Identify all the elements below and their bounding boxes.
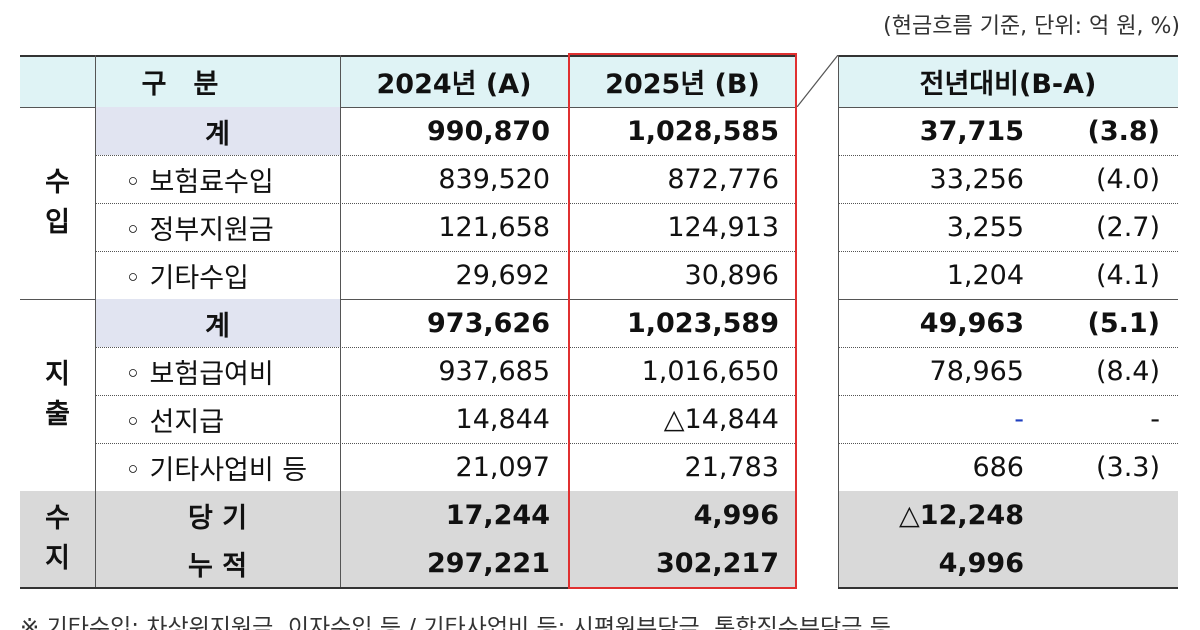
row-border [838, 395, 1178, 396]
row-border [838, 443, 1178, 444]
value-pct: (5.1) [1087, 307, 1160, 339]
balance-bg [20, 491, 797, 539]
col-border [95, 55, 96, 587]
group-label: 지 [45, 543, 70, 574]
header-bg [838, 55, 1178, 107]
row-border [20, 299, 797, 300]
highlight-frame [568, 53, 797, 589]
row-border [838, 587, 1178, 589]
value-b: 4,996 [693, 499, 779, 531]
value-a: 21,097 [455, 451, 550, 483]
group-label: 출 [45, 399, 70, 430]
row-border [95, 203, 797, 204]
value-pct: (3.8) [1087, 115, 1160, 147]
value-diff: 78,965 [929, 355, 1024, 387]
value-diff: - [1014, 403, 1024, 435]
header-cell: 구 분 [141, 68, 219, 100]
value-b: 124,913 [667, 211, 779, 243]
header-bg [20, 55, 797, 107]
group-label: 지 [45, 359, 70, 390]
row-label: ◦ 선지급 [125, 406, 225, 438]
row-label: 누 적 [187, 550, 248, 582]
row-border [838, 155, 1178, 156]
value-a: 973,626 [427, 307, 550, 339]
total-bg [95, 299, 340, 347]
value-b: 1,028,585 [626, 115, 779, 147]
value-pct: (4.1) [1095, 259, 1160, 291]
value-pct: - [1150, 403, 1160, 435]
footnote: ※ 기타수입: 차상위지원금, 이자수입 등 / 기타사업비 등: 시편원부담금… [20, 615, 891, 630]
row-border [95, 251, 797, 252]
row-label: ◦ 보험료수입 [125, 166, 274, 198]
group-label: 수 [45, 167, 70, 198]
value-diff: 49,963 [919, 307, 1024, 339]
value-pct: (2.7) [1095, 211, 1160, 243]
unit-note: (현금흐름 기준, 단위: 억 원, %) [883, 14, 1180, 39]
value-b: 302,217 [656, 547, 779, 579]
value-a: 297,221 [427, 547, 550, 579]
value-diff: 1,204 [946, 259, 1024, 291]
value-b: 21,783 [684, 451, 779, 483]
balance-bg [20, 539, 797, 587]
value-diff: 33,256 [929, 163, 1024, 195]
row-border [20, 587, 797, 589]
row-border [20, 107, 797, 108]
connector [797, 55, 838, 107]
col-border [340, 55, 341, 587]
value-b: △14,844 [663, 403, 779, 435]
row-border [838, 347, 1178, 348]
value-b: 872,776 [667, 163, 779, 195]
row-label: ◦ 기타수입 [125, 262, 249, 294]
header-cell: 2025년 (B) [605, 68, 760, 100]
value-a: 29,692 [455, 259, 550, 291]
value-a: 121,658 [438, 211, 550, 243]
value-a: 17,244 [445, 499, 550, 531]
row-border [95, 347, 797, 348]
value-a: 990,870 [427, 115, 550, 147]
balance-bg [838, 491, 1178, 539]
col-border [838, 55, 839, 587]
value-pct: (3.3) [1095, 451, 1160, 483]
row-label: 계 [205, 118, 230, 150]
total-bg [95, 107, 340, 155]
row-label: 당 기 [187, 502, 248, 534]
value-diff: 686 [972, 451, 1024, 483]
header-cell: 2024년 (A) [376, 68, 532, 100]
value-diff: 3,255 [946, 211, 1024, 243]
row-border [838, 203, 1178, 204]
group-label: 수 [45, 503, 70, 534]
value-a: 14,844 [455, 403, 550, 435]
row-border [95, 155, 797, 156]
value-b: 1,016,650 [641, 355, 779, 387]
group-label: 입 [45, 207, 70, 238]
row-border [95, 443, 797, 444]
value-a: 937,685 [438, 355, 550, 387]
row-label: 계 [205, 310, 230, 342]
value-b: 30,896 [684, 259, 779, 291]
value-pct: (8.4) [1095, 355, 1160, 387]
row-label: ◦ 정부지원금 [125, 214, 274, 246]
row-border [838, 55, 1178, 57]
balance-bg [838, 539, 1178, 587]
value-diff: 37,715 [919, 115, 1024, 147]
row-border [838, 251, 1178, 252]
value-b: 1,023,589 [626, 307, 779, 339]
value-pct: (4.0) [1095, 163, 1160, 195]
row-border [838, 107, 1178, 108]
row-border [20, 55, 797, 57]
row-border [95, 395, 797, 396]
value-a: 839,520 [438, 163, 550, 195]
value-diff: △12,248 [899, 499, 1024, 531]
header-cell: 전년대비(B-A) [919, 68, 1097, 100]
row-label: ◦ 기타사업비 등 [125, 454, 308, 486]
row-label: ◦ 보험급여비 [125, 358, 274, 390]
value-diff: 4,996 [938, 547, 1024, 579]
row-border [838, 299, 1178, 300]
